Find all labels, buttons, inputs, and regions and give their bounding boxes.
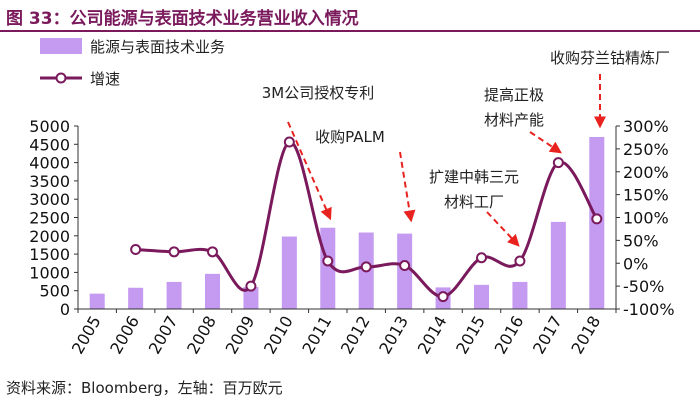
x-tick-label: 2005 xyxy=(68,313,105,358)
left-tick-label: 2000 xyxy=(29,227,70,246)
growth-point-2006 xyxy=(130,244,142,256)
growth-point-2007 xyxy=(168,246,180,258)
ann-3m-arrow xyxy=(287,121,332,221)
x-tick-label: 2009 xyxy=(222,313,259,358)
left-tick-label: 5000 xyxy=(29,117,70,136)
legend-bar-label: 能源与表面技术业务 xyxy=(90,38,225,56)
legend-line-label: 增速 xyxy=(90,70,120,88)
growth-point-2015 xyxy=(476,252,487,264)
right-tick-label: 0% xyxy=(623,254,648,273)
bar-2007 xyxy=(166,281,182,309)
x-tick-label: 2012 xyxy=(337,313,374,358)
ann-capacity-label: 提高正极 xyxy=(484,86,544,104)
bar-2017 xyxy=(550,221,566,309)
growth-point-2011 xyxy=(322,255,334,267)
legend-line-marker xyxy=(55,72,67,84)
right-tick-label: -100% xyxy=(623,300,675,319)
right-tick-label: 50% xyxy=(623,231,659,250)
bar-2005 xyxy=(89,293,105,309)
bar-2016 xyxy=(512,281,528,309)
left-tick-label: 500 xyxy=(39,282,70,301)
left-tick-label: 3000 xyxy=(29,190,70,209)
left-tick-label: 4500 xyxy=(29,135,70,154)
right-tick-label: 150% xyxy=(623,186,669,205)
x-tick-label: 2018 xyxy=(567,313,604,358)
left-tick-label: 1500 xyxy=(29,245,70,264)
left-tick-label: 3500 xyxy=(29,172,70,191)
growth-point-2013 xyxy=(399,260,411,272)
ann-palm-label: 收购PALM xyxy=(315,128,385,146)
growth-line xyxy=(135,140,599,299)
growth-point-2012 xyxy=(360,261,372,273)
x-tick-label: 2007 xyxy=(145,313,182,358)
growth-point-2009 xyxy=(245,280,257,292)
left-tick-label: 4000 xyxy=(29,154,70,173)
right-tick-label: 100% xyxy=(623,209,669,228)
x-tick-label: 2010 xyxy=(260,313,297,358)
ann-capacity-arrow xyxy=(529,131,562,154)
bar-2010 xyxy=(281,236,297,309)
right-tick-label: 250% xyxy=(623,140,669,159)
ann-acquire-label: 收购芬兰钴精炼厂 xyxy=(550,49,670,67)
legend-bar-swatch xyxy=(40,38,82,54)
chart-title: 图 33：公司能源与表面技术业务营业收入情况 xyxy=(6,9,359,29)
left-tick-label: 2500 xyxy=(29,209,70,228)
legend: 能源与表面技术业务 增速 xyxy=(40,38,225,88)
growth-point-2008 xyxy=(207,246,218,258)
growth-point-2014 xyxy=(437,291,449,303)
bar-series xyxy=(89,136,605,309)
title-bar: 图 33：公司能源与表面技术业务营业收入情况 xyxy=(0,0,700,32)
right-tick-label: -50% xyxy=(623,277,664,296)
bar-2008 xyxy=(205,273,220,309)
growth-line-series xyxy=(130,136,603,303)
left-tick-label: 0 xyxy=(60,300,70,319)
x-tick-label: 2006 xyxy=(106,313,143,358)
ann-expand-label: 材料工厂 xyxy=(444,193,504,211)
left-tick-label: 1000 xyxy=(29,263,70,282)
right-tick-label: 200% xyxy=(623,163,669,182)
x-tick-label: 2015 xyxy=(452,313,489,358)
x-tick-label: 2014 xyxy=(414,313,451,358)
ann-expand-arrow xyxy=(486,211,520,247)
source-note: 资料来源：Bloomberg，左轴：百万欧元 xyxy=(6,379,283,397)
ann-expand-label: 扩建中韩三元 xyxy=(429,168,519,186)
bar-2015 xyxy=(474,284,489,309)
bar-2013 xyxy=(397,233,413,309)
growth-point-2017 xyxy=(552,157,564,169)
ann-palm-arrow xyxy=(399,151,416,223)
growth-point-2018 xyxy=(591,213,603,225)
bar-2009 xyxy=(243,287,259,309)
x-tick-label: 2013 xyxy=(375,313,412,358)
growth-point-2010 xyxy=(283,136,295,148)
x-tick-label: 2017 xyxy=(529,313,566,358)
x-tick-label: 2008 xyxy=(183,313,220,358)
x-tick-label: 2011 xyxy=(298,313,335,358)
ann-capacity-label: 材料产能 xyxy=(484,111,544,129)
growth-point-2016 xyxy=(514,255,526,267)
right-tick-label: 300% xyxy=(623,117,669,136)
ann-3m-label: 3M公司授权专利 xyxy=(262,84,375,102)
tick-labels: 0500100015002000250030003500400045005000… xyxy=(29,117,674,357)
x-tick-label: 2016 xyxy=(491,313,528,358)
bar-2006 xyxy=(128,287,144,309)
